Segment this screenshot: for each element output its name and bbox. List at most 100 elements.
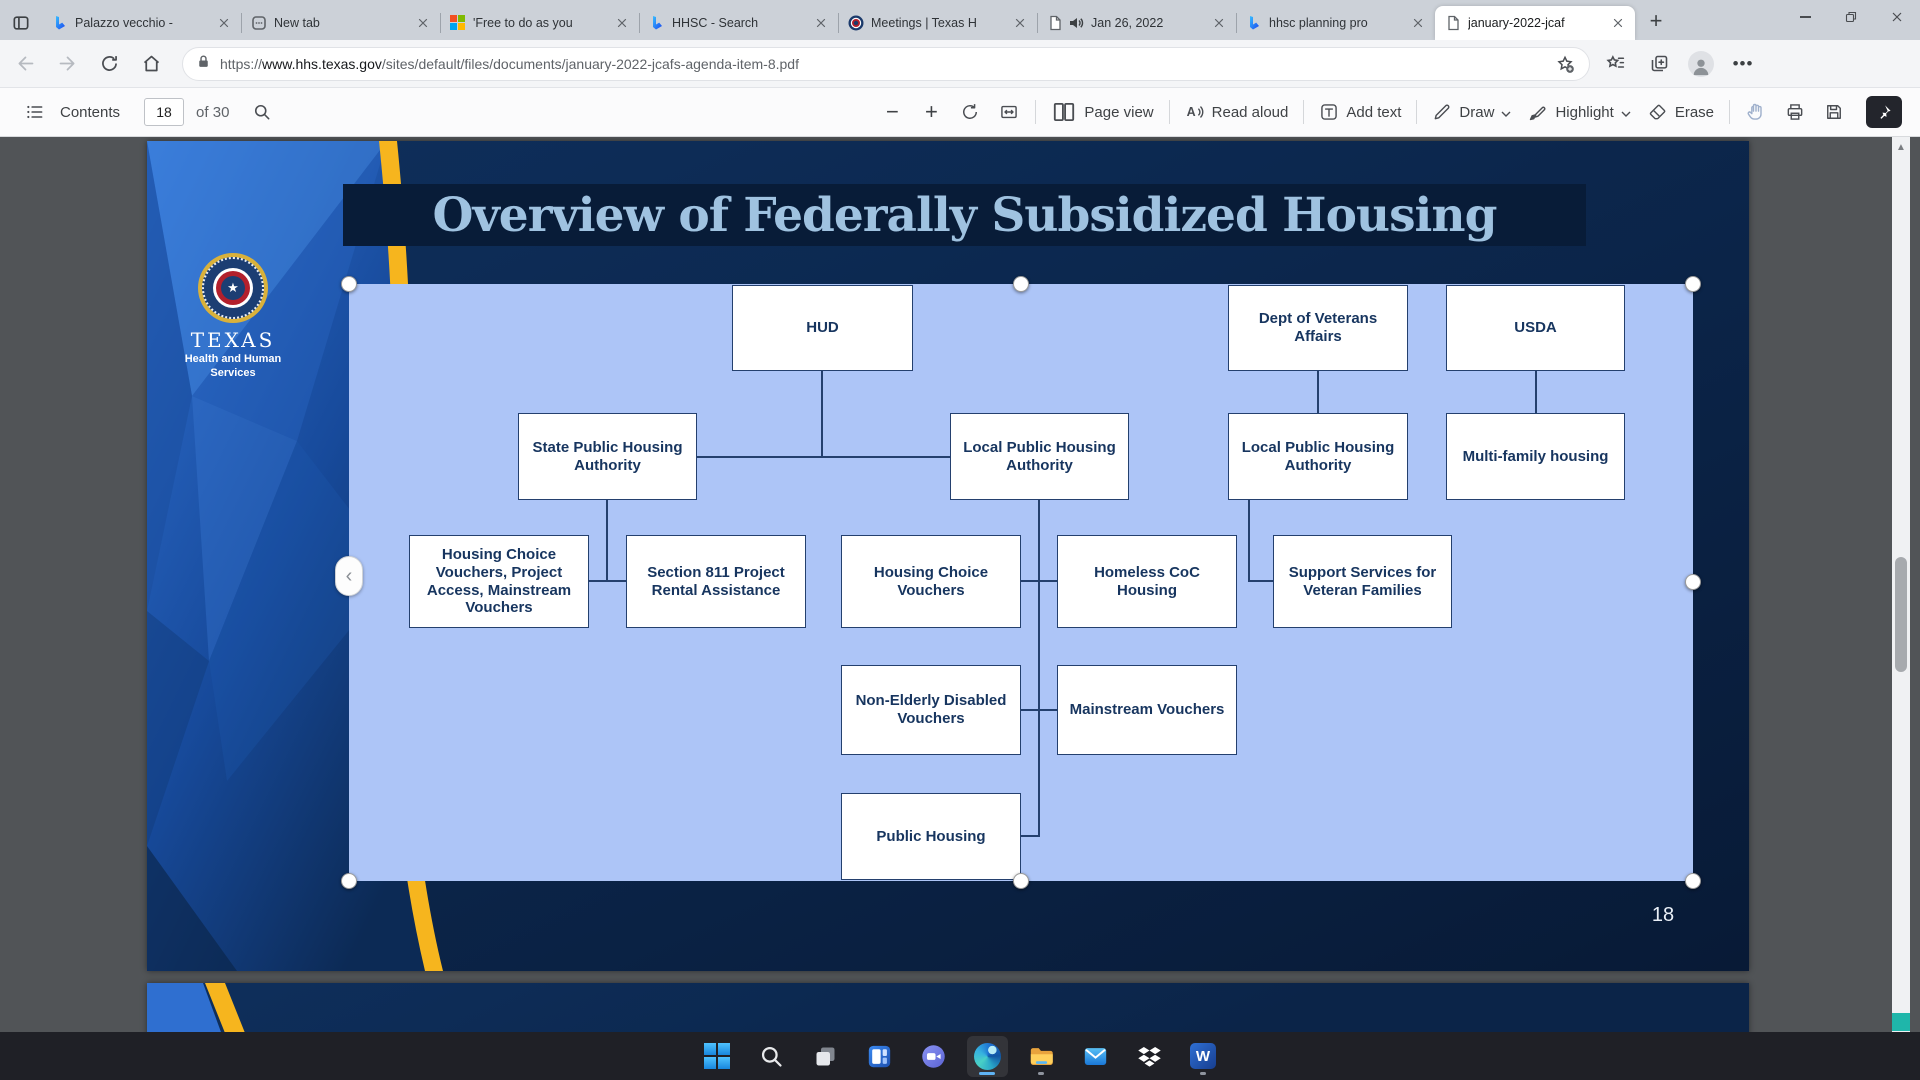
search-button[interactable] <box>249 99 275 125</box>
url-text: https://www.hhs.texas.gov/sites/default/… <box>220 55 799 72</box>
task-view-icon <box>812 1043 839 1070</box>
minimize-icon <box>1799 16 1811 18</box>
taskbar: W 7:00 AM 1/31/2022 1 <box>0 1032 1920 1080</box>
scrollbar-thumb[interactable] <box>1895 557 1907 672</box>
page-view-button[interactable]: Page view <box>1049 95 1155 129</box>
rotate-button[interactable] <box>957 99 983 125</box>
pdf-viewer: ★ TEXAS Health and Human Services Overvi… <box>0 137 1920 1032</box>
tab-1[interactable]: Palazzo vecchio - <box>42 6 241 40</box>
erase-button[interactable]: Erase <box>1646 98 1716 126</box>
selection-handle-5[interactable] <box>1013 873 1029 889</box>
page-number-input[interactable] <box>144 98 185 126</box>
chevron-down-icon[interactable] <box>1621 104 1631 121</box>
tab-5[interactable]: Meetings | Texas H <box>838 6 1037 40</box>
add-text-button[interactable]: Add text <box>1317 98 1403 126</box>
edge-icon <box>973 1042 1001 1070</box>
selection-handle-2[interactable] <box>1013 276 1029 292</box>
forward-button[interactable] <box>50 47 84 81</box>
taskbar-chat-button[interactable] <box>913 1036 954 1077</box>
collections-icon <box>1651 55 1667 72</box>
search-icon <box>758 1043 785 1070</box>
tab-7[interactable]: hhsc planning pro <box>1236 6 1435 40</box>
tab-title: HHSC - Search <box>672 16 759 30</box>
selection-handle-4[interactable] <box>341 873 357 889</box>
next-pdf-page-preview <box>147 983 1749 1032</box>
pdf-page: ★ TEXAS Health and Human Services Overvi… <box>147 141 1749 971</box>
tab-3[interactable]: 'Free to do as you <box>440 6 639 40</box>
highlight-button[interactable]: Highlight <box>1526 98 1632 126</box>
save-icon <box>1827 105 1841 119</box>
chevron-down-icon[interactable] <box>1501 104 1511 121</box>
back-button[interactable] <box>8 47 42 81</box>
rotate-icon <box>963 104 978 119</box>
taskbar-mail-button[interactable] <box>1075 1036 1116 1077</box>
start-icon <box>704 1043 730 1069</box>
taskbar-task-view-button[interactable] <box>805 1036 846 1077</box>
grab-tool-button[interactable] <box>1743 99 1769 125</box>
settings-menu-button[interactable]: ••• <box>1728 49 1758 79</box>
taskbar-edge-button[interactable] <box>966 1035 1008 1077</box>
tab-8[interactable]: january-2022-jcaf <box>1435 6 1635 40</box>
contents-button[interactable] <box>22 99 48 125</box>
lock-icon[interactable] <box>195 53 212 75</box>
new-tab-button[interactable]: + <box>1649 8 1663 33</box>
tab-close-icon[interactable] <box>1011 14 1029 32</box>
minimize-button[interactable] <box>1782 0 1828 34</box>
org-chart-connector <box>589 580 628 582</box>
close-button[interactable] <box>1874 0 1920 34</box>
print-button[interactable] <box>1782 99 1808 125</box>
pin-icon <box>1880 105 1891 119</box>
previous-page-button[interactable]: ‹ <box>335 556 363 596</box>
org-chart-node-hcv: Housing Choice Vouchers <box>841 535 1021 628</box>
tab-close-icon[interactable] <box>215 14 233 32</box>
profile-button[interactable] <box>1688 50 1714 77</box>
fit-to-width-button[interactable] <box>996 99 1022 125</box>
tab-audio-icon[interactable] <box>1068 15 1084 31</box>
taskbar-file-explorer-button[interactable] <box>1021 1036 1062 1077</box>
draw-button[interactable]: Draw <box>1430 98 1513 126</box>
document-favicon <box>1047 15 1063 31</box>
tab-2[interactable]: New tab <box>241 6 440 40</box>
org-chart-connector <box>821 371 823 458</box>
selection-handle-1[interactable] <box>341 276 357 292</box>
taskbar-widgets-button[interactable] <box>859 1036 900 1077</box>
scrollbar-up-icon[interactable]: ▲ <box>1896 141 1906 153</box>
favorites-button[interactable] <box>1600 49 1630 79</box>
back-icon <box>18 56 33 71</box>
taskbar-dropbox-button[interactable] <box>1129 1036 1170 1077</box>
read-aloud-icon: A <box>1186 105 1204 119</box>
tab-4[interactable]: HHSC - Search <box>639 6 838 40</box>
taskbar-start-button[interactable] <box>697 1036 738 1077</box>
add-favorite-button[interactable] <box>1551 50 1579 78</box>
url-field[interactable]: https://www.hhs.texas.gov/sites/default/… <box>182 46 1590 81</box>
taskbar-word-button[interactable]: W <box>1183 1036 1224 1077</box>
collections-button[interactable] <box>1644 49 1674 79</box>
home-button[interactable] <box>134 47 168 81</box>
tab-close-icon[interactable] <box>613 14 631 32</box>
contents-label[interactable]: Contents <box>60 103 121 121</box>
refresh-button[interactable] <box>92 47 126 81</box>
tab-close-icon[interactable] <box>1609 14 1627 32</box>
org-chart-node-lpha2: Local Public Housing Authority <box>1228 413 1408 500</box>
org-chart-node-ssvf: Support Services for Veteran Families <box>1273 535 1452 628</box>
tab-close-icon[interactable] <box>1210 14 1228 32</box>
tab-close-icon[interactable] <box>1409 14 1427 32</box>
taskbar-search-button[interactable] <box>751 1036 792 1077</box>
tab-actions-menu-button[interactable] <box>0 6 42 40</box>
pin-toolbar-button[interactable] <box>1866 96 1902 128</box>
tab-6[interactable]: Jan 26, 2022 <box>1037 6 1236 40</box>
widgets-icon <box>866 1043 893 1070</box>
zoom-in-button[interactable]: + <box>918 99 944 125</box>
maximize-button[interactable] <box>1828 0 1874 34</box>
teal-indicator <box>1892 1013 1910 1031</box>
org-chart-node-usda: USDA <box>1446 285 1625 371</box>
selection-handle-7[interactable] <box>1685 574 1701 590</box>
read-aloud-button[interactable]: A Read aloud <box>1186 103 1289 121</box>
org-chart-connector <box>697 456 951 458</box>
selection-handle-3[interactable] <box>1685 276 1701 292</box>
selection-handle-6[interactable] <box>1685 873 1701 889</box>
tab-close-icon[interactable] <box>414 14 432 32</box>
save-button[interactable] <box>1821 99 1847 125</box>
tab-close-icon[interactable] <box>812 14 830 32</box>
zoom-out-button[interactable]: − <box>879 99 905 125</box>
